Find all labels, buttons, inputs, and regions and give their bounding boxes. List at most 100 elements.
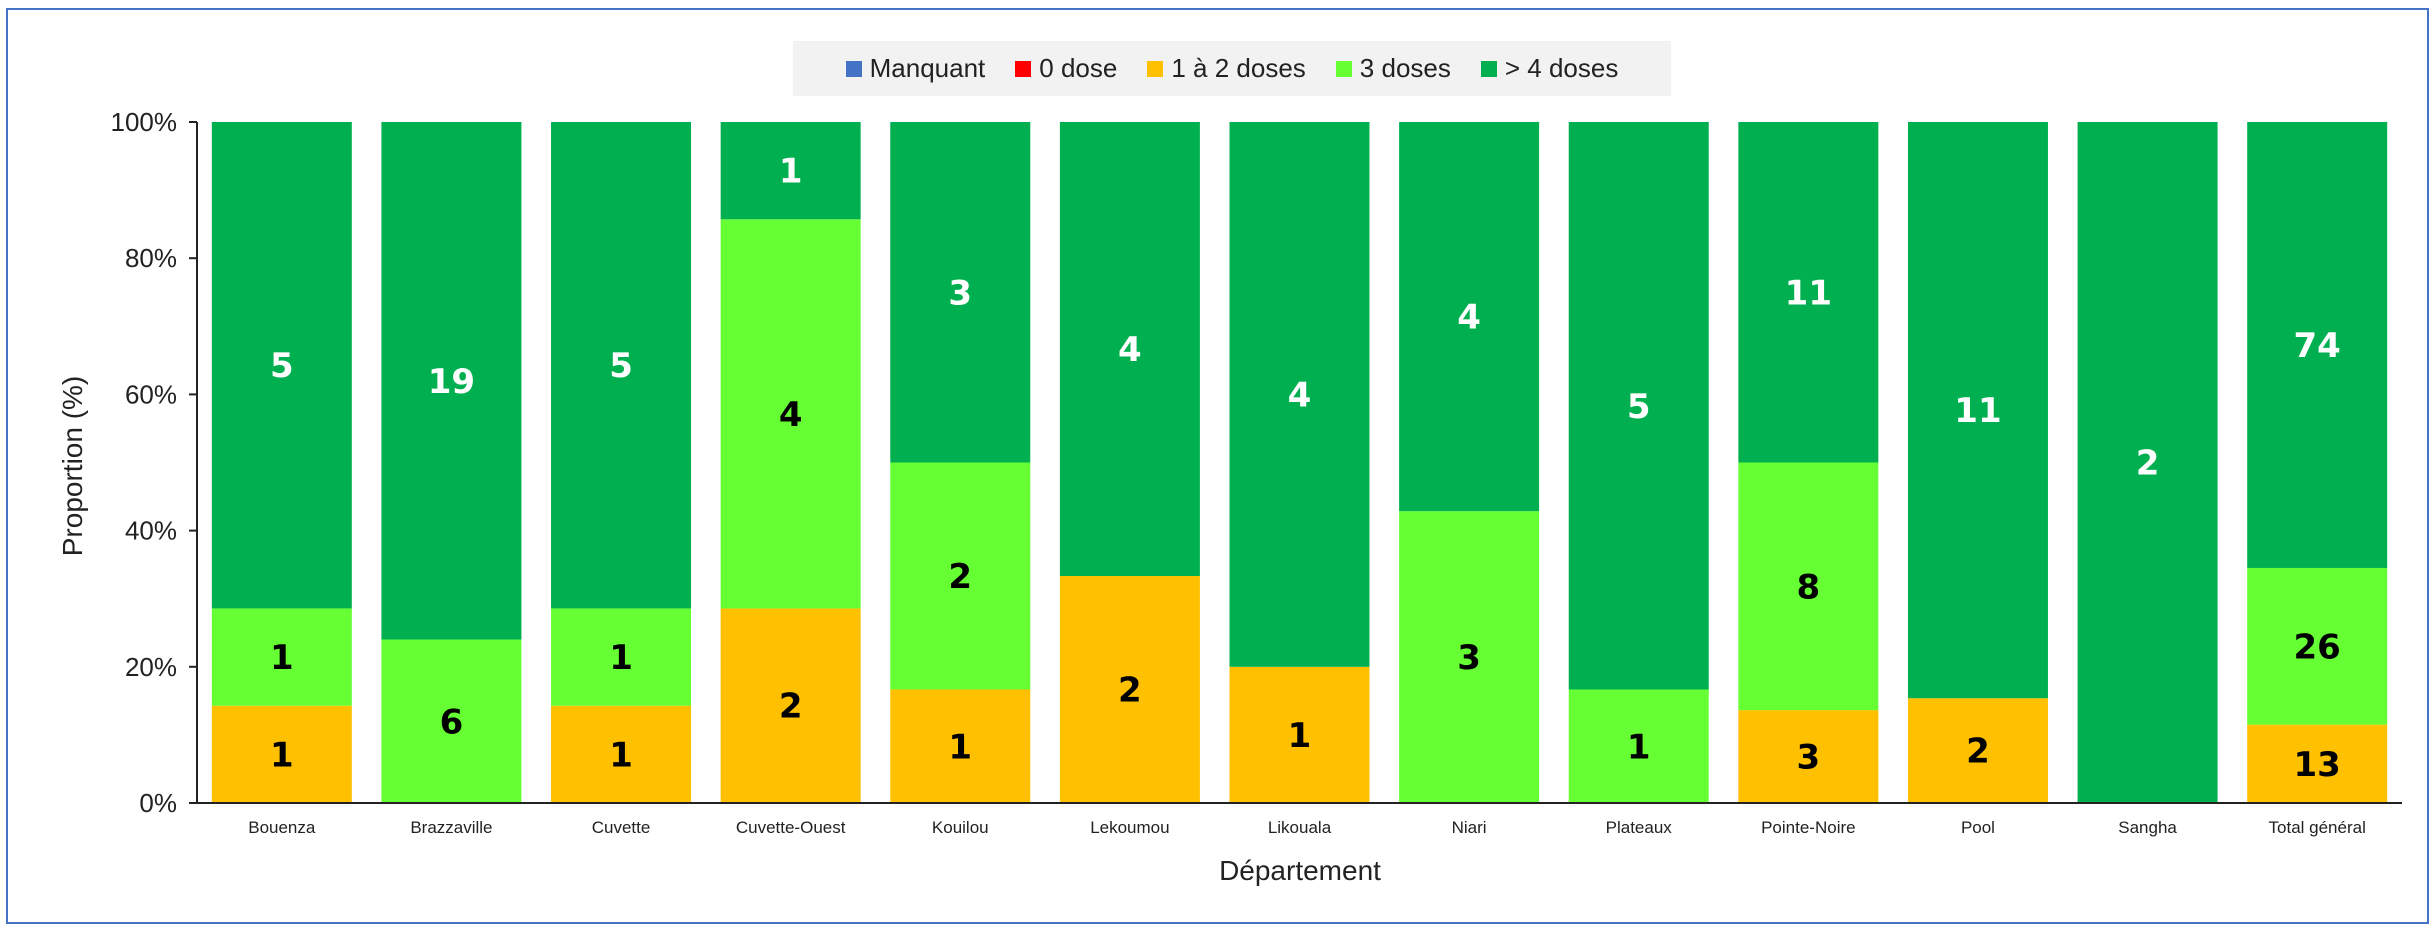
bar-segment [551, 608, 692, 706]
data-label: 1 [270, 638, 294, 678]
data-label: 1 [948, 727, 972, 767]
legend-swatch [1480, 60, 1497, 77]
data-label: 6 [440, 702, 464, 742]
x-category-label: Pool [1961, 818, 1995, 837]
bar-segment [1738, 122, 1879, 463]
legend-label: 0 dose [1039, 53, 1118, 83]
legend-label: Manquant [869, 53, 986, 83]
data-label: 11 [1785, 273, 1832, 313]
legend-label: 1 à 2 doses [1171, 53, 1306, 83]
y-tick-label: 60% [125, 379, 177, 409]
legend-item: > 4 doses [1480, 53, 1619, 84]
data-label: 2 [1966, 732, 1990, 772]
data-label: 1 [270, 735, 294, 775]
legend-swatch [1147, 60, 1164, 77]
bar-segment [890, 122, 1031, 463]
bar-segment [1568, 689, 1709, 803]
bar-segment [720, 122, 861, 220]
x-category-label: Total général [2269, 818, 2366, 837]
data-label: 5 [609, 346, 633, 386]
bar-segment [890, 462, 1031, 690]
y-tick-label: 100% [111, 107, 178, 137]
y-tick-label: 0% [139, 788, 177, 818]
x-category-label: Cuvette [592, 818, 651, 837]
legend-item: 1 à 2 doses [1147, 53, 1306, 84]
y-tick-label: 80% [125, 243, 177, 273]
bar-segment [1229, 122, 1370, 667]
data-label: 1 [779, 152, 803, 192]
bar-segment [551, 705, 692, 803]
bar-segment [381, 122, 522, 640]
data-label: 11 [1954, 391, 2001, 431]
data-label: 1 [609, 638, 633, 678]
x-category-label: Pointe-Noire [1761, 818, 1856, 837]
data-label: 4 [1457, 298, 1481, 338]
y-axis-title: Proportion (%) [57, 376, 88, 557]
x-category-label: Brazzaville [410, 818, 492, 837]
data-label: 1 [1627, 727, 1651, 767]
legend-item: 0 dose [1015, 53, 1117, 84]
bar-segment [2077, 122, 2218, 803]
legend-swatch [1335, 60, 1352, 77]
bar-segment [551, 122, 692, 609]
data-label: 2 [2136, 444, 2160, 484]
bar-segment [720, 219, 861, 609]
x-category-label: Lekoumou [1090, 818, 1169, 837]
bar-segment [1907, 122, 2048, 699]
data-label: 4 [1118, 330, 1142, 370]
data-label: 5 [270, 346, 294, 386]
bar-segment [211, 608, 352, 706]
x-category-label: Bouenza [248, 818, 316, 837]
legend-swatch [845, 60, 862, 77]
data-label: 2 [779, 687, 803, 727]
legend-swatch [1015, 60, 1032, 77]
x-category-label: Niari [1452, 818, 1487, 837]
x-category-label: Likouala [1268, 818, 1332, 837]
data-label: 8 [1797, 567, 1821, 607]
data-label: 26 [2294, 627, 2341, 667]
bar-segment [1738, 462, 1879, 711]
bar-segment [720, 608, 861, 803]
data-label: 4 [779, 395, 803, 435]
legend-label: > 4 doses [1504, 53, 1619, 83]
data-label: 3 [1797, 738, 1821, 778]
bar-segment [1229, 666, 1370, 803]
x-axis-title: Département [1219, 855, 1381, 886]
data-label: 3 [948, 273, 972, 313]
bar-segment [1568, 122, 1709, 690]
legend-item: 3 doses [1335, 53, 1451, 84]
data-label: 4 [1288, 375, 1312, 415]
data-label: 1 [1288, 716, 1312, 756]
data-label: 2 [948, 557, 972, 597]
x-category-label: Cuvette-Ouest [736, 818, 846, 837]
y-tick-label: 20% [125, 652, 177, 682]
bar-segment [211, 705, 352, 803]
bar-segment [2247, 724, 2388, 803]
bar-segment [1907, 698, 2048, 803]
legend-label: 3 doses [1359, 53, 1451, 83]
legend: Manquant 0 dose 1 à 2 doses 3 doses > 4 dose… [793, 41, 1671, 96]
bar-segment [1059, 576, 1200, 803]
data-label: 3 [1457, 638, 1481, 678]
y-tick-label: 40% [125, 516, 177, 546]
data-label: 2 [1118, 671, 1142, 711]
data-label: 19 [428, 362, 475, 402]
bar-segment [2247, 122, 2388, 568]
bar-segment [1399, 122, 1540, 512]
data-label: 13 [2294, 745, 2341, 785]
bar-segment [2247, 567, 2388, 725]
x-category-label: Kouilou [932, 818, 989, 837]
data-label: 5 [1627, 387, 1651, 427]
bar-segment [381, 639, 522, 803]
data-label: 1 [609, 735, 633, 775]
bar-segment [211, 122, 352, 609]
data-label: 74 [2294, 326, 2341, 366]
bar-segment [1738, 710, 1879, 803]
bar-segment [1059, 122, 1200, 576]
x-category-label: Plateaux [1606, 818, 1673, 837]
legend-item: Manquant [845, 53, 986, 84]
bar-segment [890, 689, 1031, 803]
bar-segment [1399, 511, 1540, 803]
x-category-label: Sangha [2118, 818, 2177, 837]
